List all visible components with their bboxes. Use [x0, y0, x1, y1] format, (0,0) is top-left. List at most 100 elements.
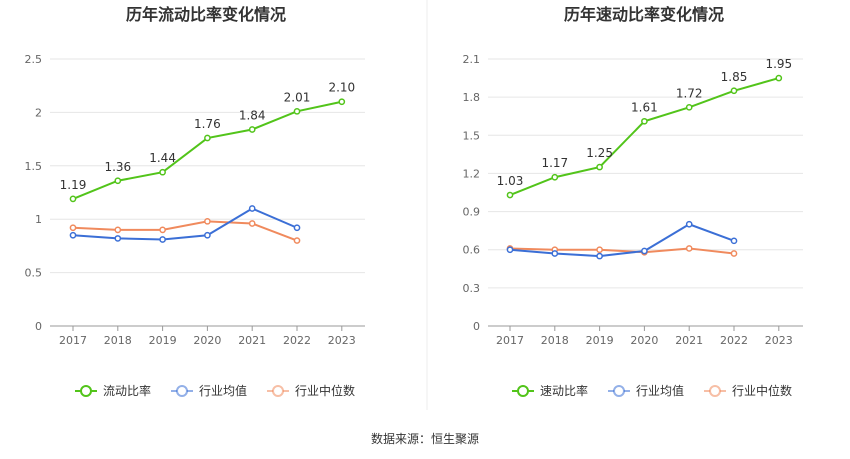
y-tick-label: 1.2	[463, 167, 481, 180]
right-chart-title: 历年速动比率变化情况	[564, 5, 724, 24]
data-label: 1.85	[721, 70, 748, 84]
data-label: 1.76	[194, 117, 221, 131]
data-point	[685, 103, 693, 111]
x-tick-label: 2021	[675, 334, 703, 347]
data-point	[114, 226, 122, 234]
x-tick-label: 2020	[193, 334, 221, 347]
y-tick-label: 0.6	[463, 244, 481, 257]
data-point	[159, 226, 166, 234]
data-point	[551, 173, 559, 181]
data-point	[69, 224, 77, 232]
data-point	[730, 237, 738, 245]
data-label: 1.36	[104, 160, 131, 174]
y-tick-label: 2.5	[25, 53, 43, 66]
y-tick-label: 1	[35, 213, 42, 226]
x-tick-label: 2019	[586, 334, 614, 347]
series-line	[72, 207, 298, 241]
series-line	[509, 223, 735, 258]
data-point	[685, 245, 693, 252]
series-line	[72, 220, 298, 242]
data-label: 1.17	[541, 156, 568, 170]
series-line	[509, 247, 735, 255]
data-point	[114, 235, 122, 242]
y-tick-label: 0.5	[25, 267, 43, 280]
data-point	[596, 163, 603, 171]
left-chart-title: 历年流动比率变化情况	[126, 5, 286, 24]
data-point	[641, 117, 648, 125]
y-tick-label: 2.1	[463, 53, 481, 66]
data-label: 1.84	[239, 108, 266, 122]
data-label: 1.44	[149, 151, 176, 165]
data-point	[248, 126, 256, 133]
data-point	[685, 220, 693, 228]
data-label: 1.72	[676, 86, 703, 100]
data-label: 1.03	[497, 174, 524, 188]
legend-marker	[80, 385, 92, 397]
data-point	[338, 98, 346, 106]
data-point	[293, 224, 301, 232]
x-tick-label: 2018	[541, 334, 569, 347]
x-tick-label: 2020	[630, 334, 658, 347]
legend-label: 行业均值	[636, 383, 684, 398]
y-tick-label: 0	[473, 320, 480, 333]
legend-label: 行业中位数	[732, 383, 792, 398]
x-tick-label: 2022	[720, 334, 748, 347]
data-label: 1.19	[60, 178, 87, 192]
legend-label: 行业均值	[199, 383, 247, 398]
legend-marker	[272, 385, 284, 397]
data-point	[506, 191, 514, 199]
right-chart: 0 0.3 0.6 0.9 1.2 1.5 1.8 2.1 2017 2018 2019 2020 20…	[463, 53, 803, 398]
data-point	[506, 246, 514, 254]
x-tick-label: 2021	[238, 334, 266, 347]
data-point	[69, 195, 77, 203]
data-point	[204, 217, 211, 225]
y-tick-label: 1.5	[463, 129, 481, 142]
data-label: 2.01	[284, 90, 311, 104]
y-tick-label: 1.5	[25, 160, 43, 173]
legend-marker	[613, 385, 625, 397]
data-point	[114, 177, 122, 185]
x-tick-label: 2017	[496, 334, 524, 347]
x-tick-label: 2023	[765, 334, 793, 347]
data-point	[293, 237, 301, 244]
x-tick-label: 2017	[59, 334, 87, 347]
legend-label: 速动比率	[540, 383, 588, 398]
y-tick-label: 2	[35, 106, 42, 119]
data-point	[69, 231, 77, 239]
data-point	[159, 168, 166, 176]
data-point	[204, 231, 211, 239]
left-chart: 0 0.5 1 1.5 2 2.5 2017 2018 2019 2020 2021 2022 2023…	[25, 53, 365, 398]
legend-label: 流动比率	[103, 383, 151, 398]
data-point	[293, 107, 301, 115]
y-tick-label: 0.9	[463, 206, 481, 219]
data-point	[641, 247, 648, 255]
data-point	[204, 134, 211, 142]
legend-marker	[709, 385, 721, 397]
x-tick-label: 2023	[328, 334, 356, 347]
data-point	[596, 252, 603, 260]
x-tick-label: 2019	[149, 334, 177, 347]
data-point	[159, 236, 166, 243]
data-point	[730, 250, 738, 257]
data-label: 1.25	[586, 146, 613, 160]
x-tick-label: 2018	[104, 334, 132, 347]
y-tick-label: 0	[35, 320, 42, 333]
data-point	[730, 87, 738, 95]
legend-label: 行业中位数	[295, 383, 355, 398]
legend-marker	[176, 385, 188, 397]
data-point	[551, 250, 559, 257]
x-tick-label: 2022	[283, 334, 311, 347]
legend-marker	[517, 385, 529, 397]
data-source: 数据来源：恒生聚源	[371, 431, 479, 446]
y-tick-label: 0.3	[463, 282, 481, 295]
series-line	[509, 77, 780, 196]
data-label: 1.95	[765, 57, 792, 71]
data-point	[248, 205, 256, 212]
data-point	[248, 220, 256, 227]
data-point	[775, 74, 783, 82]
data-label: 2.10	[328, 81, 355, 95]
data-point	[596, 246, 603, 254]
y-tick-label: 1.8	[463, 91, 481, 104]
data-label: 1.61	[631, 100, 658, 114]
